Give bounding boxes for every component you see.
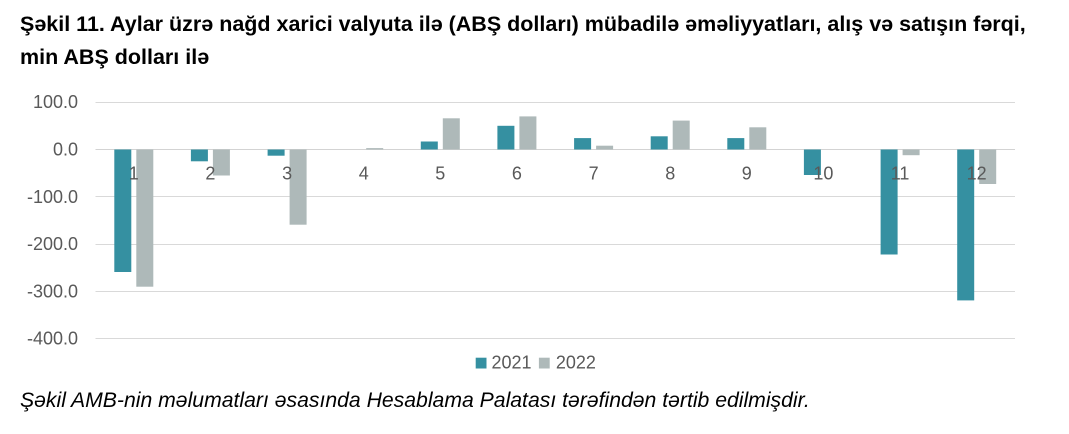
svg-text:6: 6	[512, 164, 522, 184]
svg-text:-200.0: -200.0	[27, 234, 78, 254]
svg-text:7: 7	[589, 164, 599, 184]
svg-text:2022: 2022	[556, 353, 596, 373]
svg-text:-300.0: -300.0	[27, 281, 78, 301]
svg-text:100.0: 100.0	[33, 92, 78, 112]
svg-text:2021: 2021	[492, 353, 532, 373]
svg-text:-400.0: -400.0	[27, 329, 78, 349]
svg-text:11: 11	[891, 164, 910, 184]
svg-text:-100.0: -100.0	[27, 187, 78, 207]
svg-text:1: 1	[129, 164, 139, 184]
svg-text:5: 5	[435, 164, 445, 184]
svg-text:2: 2	[205, 164, 215, 184]
svg-text:12: 12	[967, 164, 987, 184]
svg-text:0.0: 0.0	[53, 140, 78, 160]
svg-text:9: 9	[742, 164, 752, 184]
svg-text:3: 3	[282, 164, 292, 184]
svg-text:8: 8	[665, 164, 675, 184]
svg-text:10: 10	[813, 164, 833, 184]
svg-text:4: 4	[359, 164, 369, 184]
